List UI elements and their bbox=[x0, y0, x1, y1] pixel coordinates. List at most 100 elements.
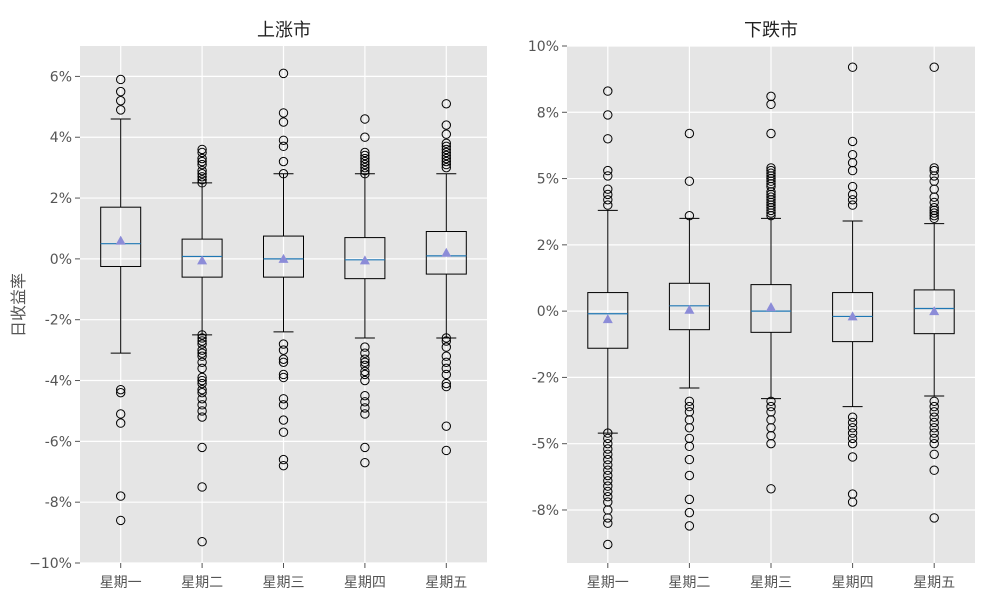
outlier-point bbox=[278, 156, 289, 167]
x-tick-label: 星期四 bbox=[832, 575, 874, 591]
outlier-point bbox=[197, 375, 207, 386]
outlier-point bbox=[441, 351, 451, 361]
outlier-point bbox=[278, 427, 289, 437]
outlier-point bbox=[197, 384, 207, 395]
box-iqr bbox=[344, 237, 386, 280]
box-4 bbox=[344, 114, 386, 468]
mean-marker bbox=[278, 253, 289, 263]
outlier-point bbox=[847, 452, 858, 462]
box-3 bbox=[750, 91, 792, 494]
box-iqr bbox=[181, 238, 223, 278]
x-tick-label: 星期三 bbox=[263, 575, 305, 591]
outlier-point bbox=[603, 518, 613, 528]
outlier-point bbox=[360, 153, 370, 164]
outlier-point bbox=[684, 210, 695, 221]
outlier-point bbox=[603, 428, 613, 438]
outlier-point bbox=[441, 99, 451, 109]
outlier-point bbox=[197, 147, 207, 158]
outlier-point bbox=[684, 441, 695, 452]
outlier-point bbox=[116, 418, 126, 428]
outlier-point bbox=[197, 537, 207, 547]
mean-marker bbox=[929, 306, 940, 316]
outlier-point bbox=[197, 363, 207, 374]
outlier-point bbox=[360, 162, 370, 173]
y-tick-label: -8% bbox=[532, 503, 559, 519]
outlier-point bbox=[197, 165, 207, 176]
outlier-point bbox=[929, 438, 939, 449]
outlier-point bbox=[278, 400, 289, 410]
outlier-point bbox=[929, 401, 939, 412]
outlier-point bbox=[684, 470, 695, 481]
outlier-point bbox=[684, 494, 695, 505]
box-iqr bbox=[587, 292, 629, 349]
outlier-point bbox=[603, 481, 613, 491]
outlier-point bbox=[360, 375, 370, 386]
outlier-point bbox=[360, 150, 370, 161]
outlier-point bbox=[603, 171, 613, 181]
outlier-point bbox=[116, 105, 126, 115]
x-tick-label: 星期二 bbox=[181, 575, 223, 591]
outlier-point bbox=[441, 141, 451, 152]
box-5 bbox=[913, 62, 955, 523]
outlier-point bbox=[278, 369, 289, 380]
box-5 bbox=[425, 99, 467, 456]
outlier-point bbox=[929, 465, 939, 475]
panel-up-market: −10% -8% -6% -4% -2% 0% 2% 4% 6% 星期一 星期二 星期三 星期四 星期五 上… bbox=[9, 20, 487, 591]
box-iqr bbox=[913, 289, 955, 335]
outlier-point bbox=[929, 513, 939, 523]
outlier-point bbox=[197, 378, 207, 389]
box-iqr bbox=[100, 206, 142, 267]
outlier-point bbox=[929, 423, 939, 433]
box-iqr bbox=[263, 235, 304, 278]
outlier-point bbox=[847, 412, 858, 422]
outlier-point bbox=[360, 403, 370, 413]
outlier-point bbox=[766, 210, 776, 221]
outlier-point bbox=[197, 156, 207, 167]
outlier-point bbox=[197, 336, 207, 346]
outlier-point bbox=[603, 165, 613, 176]
outlier-point bbox=[360, 391, 370, 401]
y-axis-label: 日收益率 bbox=[9, 273, 28, 337]
outlier-point bbox=[441, 129, 451, 139]
x-tick-label: 星期一 bbox=[100, 575, 142, 591]
box-2 bbox=[181, 144, 223, 547]
outlier-point bbox=[603, 433, 613, 444]
outlier-point bbox=[766, 401, 776, 412]
outlier-point bbox=[360, 159, 370, 170]
outlier-point bbox=[929, 449, 939, 459]
outlier-point bbox=[929, 412, 939, 422]
outlier-point bbox=[441, 153, 451, 164]
box-4 bbox=[832, 62, 874, 507]
outlier-point bbox=[278, 372, 289, 383]
mean-marker bbox=[684, 304, 695, 314]
mean-marker bbox=[602, 314, 613, 324]
outlier-point bbox=[929, 208, 939, 218]
outlier-point bbox=[116, 409, 126, 419]
outlier-point bbox=[197, 387, 207, 398]
outlier-point bbox=[197, 333, 207, 343]
outlier-point bbox=[603, 189, 613, 200]
outlier-point bbox=[847, 497, 858, 507]
outlier-point bbox=[603, 444, 613, 454]
outlier-point bbox=[929, 213, 939, 224]
outlier-point bbox=[684, 454, 695, 465]
outlier-point bbox=[197, 394, 207, 404]
outlier-point bbox=[441, 336, 451, 346]
y-tick-label: 8% bbox=[537, 105, 559, 121]
outlier-point bbox=[116, 74, 126, 85]
outlier-point bbox=[360, 132, 370, 142]
outlier-point bbox=[197, 412, 207, 422]
outlier-point bbox=[197, 169, 207, 179]
y-tick-label: 0% bbox=[50, 252, 72, 268]
y-tick-label: −10% bbox=[29, 556, 72, 572]
plot-area: −10% -8% -6% -4% -2% 0% 2% 4% 6% 星期一 星期二 星期三 星期四 星期五 bbox=[29, 46, 487, 591]
outlier-point bbox=[847, 433, 858, 444]
outlier-point bbox=[278, 460, 289, 471]
outlier-point bbox=[441, 333, 451, 343]
box-2 bbox=[668, 128, 710, 531]
outlier-point bbox=[441, 159, 451, 170]
outlier-point bbox=[603, 539, 613, 550]
outlier-point bbox=[197, 339, 207, 349]
outlier-point bbox=[278, 357, 289, 367]
